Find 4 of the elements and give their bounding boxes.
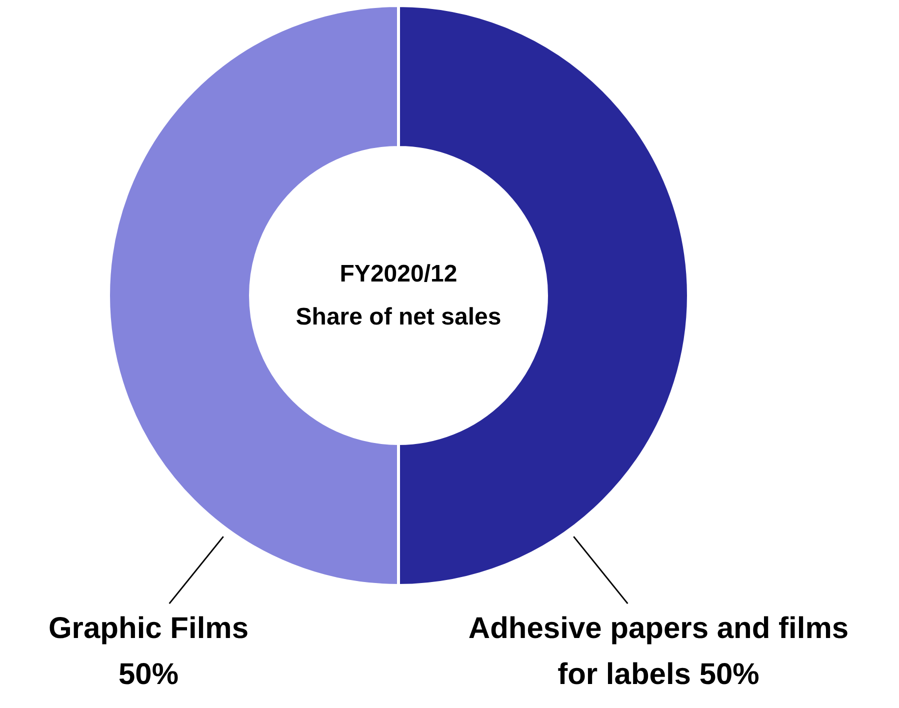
slice-label: Graphic Films	[48, 612, 249, 645]
slice-label: Adhesive papers and films for labels 50%	[468, 612, 849, 692]
text: FY2020/12 Share of net sales	[296, 260, 502, 331]
data-label: 50%	[118, 658, 179, 692]
